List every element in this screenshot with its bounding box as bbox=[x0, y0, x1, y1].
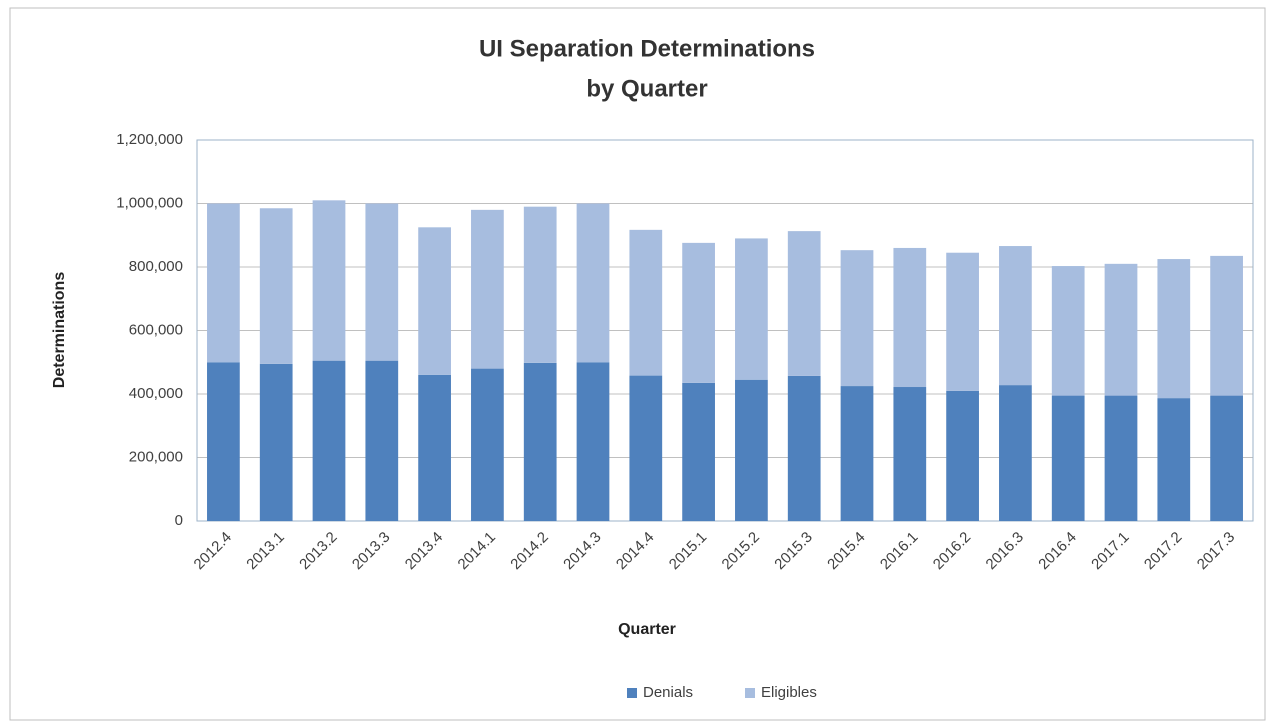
y-tick-label: 200,000 bbox=[129, 448, 183, 465]
legend-swatch bbox=[745, 688, 755, 698]
bar-segment bbox=[893, 247, 927, 388]
y-tick-label: 1,000,000 bbox=[116, 194, 183, 211]
bar-segment bbox=[259, 208, 293, 364]
bar-segment bbox=[312, 200, 346, 361]
y-tick-label: 1,200,000 bbox=[116, 131, 183, 148]
bar-segment bbox=[365, 203, 399, 361]
bar-segment bbox=[787, 231, 821, 376]
bar-segment bbox=[629, 375, 663, 521]
bar-segment bbox=[1210, 255, 1243, 396]
bar-segment bbox=[312, 360, 346, 521]
bar-segment bbox=[207, 203, 240, 363]
x-axis-title: Quarter bbox=[618, 621, 676, 638]
y-axis-title: Determinations bbox=[51, 272, 68, 389]
plot-border bbox=[196, 139, 1254, 522]
bar-segment bbox=[365, 360, 399, 521]
bar-segment bbox=[523, 362, 557, 521]
bar-segment bbox=[1157, 259, 1191, 399]
chart-title: UI Separation Determinations bbox=[479, 35, 815, 62]
bar-segment bbox=[787, 375, 821, 521]
bar-segment bbox=[840, 386, 874, 521]
bar-segment bbox=[471, 368, 504, 521]
bar-segment bbox=[999, 246, 1032, 386]
bar-segment bbox=[576, 362, 610, 521]
bar-segment bbox=[1104, 395, 1138, 521]
bar-segment bbox=[1051, 395, 1085, 521]
legend-swatch bbox=[627, 688, 637, 698]
bar-segment bbox=[207, 362, 240, 521]
y-tick-label: 600,000 bbox=[129, 321, 183, 338]
bar-segment bbox=[735, 238, 768, 380]
bar-segment bbox=[418, 227, 451, 375]
bar-segment bbox=[523, 206, 557, 363]
bar-segment bbox=[629, 229, 663, 376]
chart-title: by Quarter bbox=[586, 75, 707, 102]
bar-segment bbox=[259, 363, 293, 521]
bar-segment bbox=[418, 374, 451, 521]
bar-segment bbox=[682, 382, 715, 521]
y-tick-label: 800,000 bbox=[129, 258, 183, 275]
bar-segment bbox=[682, 242, 715, 383]
y-tick-label: 400,000 bbox=[129, 385, 183, 402]
legend-label: Eligibles bbox=[761, 684, 817, 701]
bar-segment bbox=[946, 390, 979, 521]
bar-segment bbox=[1157, 398, 1191, 521]
bar-segment bbox=[840, 250, 874, 387]
legend-label: Denials bbox=[643, 684, 693, 701]
y-tick-label: 0 bbox=[175, 512, 183, 529]
bar-segment bbox=[735, 379, 768, 521]
bar-segment bbox=[1210, 395, 1243, 521]
bar-segment bbox=[893, 387, 927, 521]
bar-segment bbox=[1051, 266, 1085, 396]
bar-segment bbox=[576, 203, 610, 363]
bar-segment bbox=[471, 209, 504, 369]
bar-segment bbox=[999, 385, 1032, 521]
bar-segment bbox=[1104, 263, 1138, 396]
bar-segment bbox=[946, 252, 979, 391]
